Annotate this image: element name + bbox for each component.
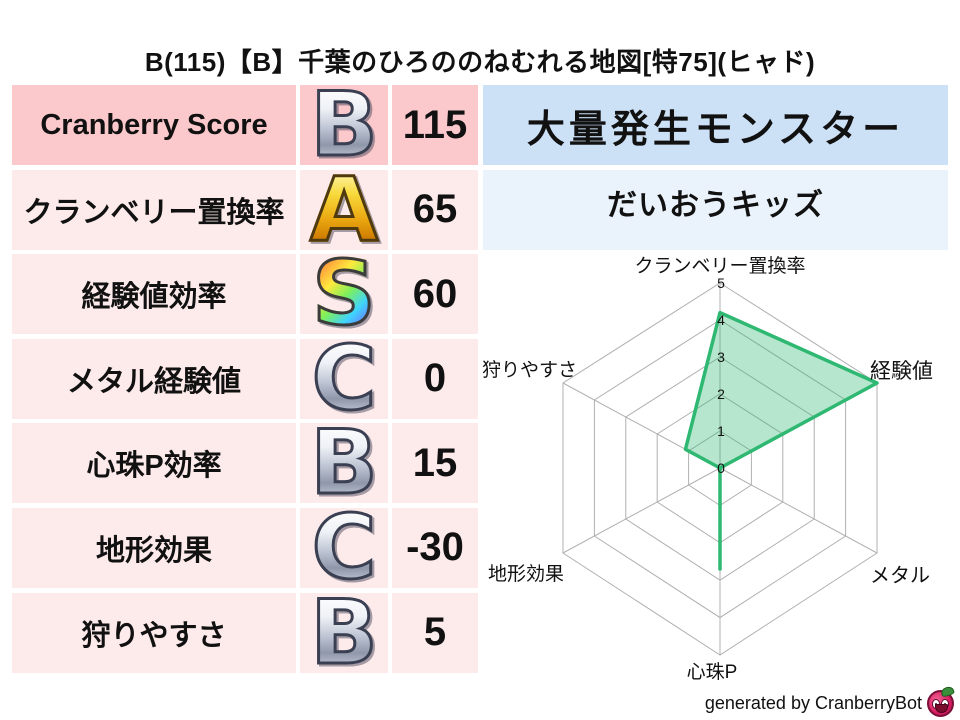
radar-spoke [719,467,878,554]
radar-tick-label: 3 [717,349,725,365]
stat-value: 65 [412,187,458,232]
grade-letter: A [308,157,379,261]
radar-data-polygon [683,310,879,571]
radar-axis-label: 地形効果 [488,563,564,585]
stat-row-grade: S [300,242,388,346]
stat-label: 狩りやすさ [81,619,227,652]
radar-tick-label: 1 [717,423,725,439]
stat-row-label: 経験値効率 [12,254,296,335]
radar-ring [562,282,878,656]
stat-value: 60 [412,271,458,316]
stat-row-grade: A [300,157,388,261]
stat-row-grade: B [300,411,388,515]
stat-row-label: メタル経験値 [12,338,296,419]
stat-value: 115 [402,102,468,147]
monster-panel: 大量発生モンスター だいおうキッズ [483,85,948,250]
stat-row-label: 地形効果 [12,507,296,588]
radar-tick-label: 2 [717,386,725,402]
stat-row-label: Cranberry Score [12,85,296,165]
stat-row-grade: B [300,73,388,176]
stat-row-label: クランベリー置換率 [12,169,296,250]
radar-spoke [562,467,721,554]
radar-ring [593,319,847,619]
stat-value: -30 [406,525,464,570]
stat-row-grade: C [300,326,388,430]
stat-label: クランベリー置換率 [23,196,285,229]
grade-letter: C [310,326,378,430]
grade-letter: B [309,411,379,515]
radar-spoke [562,382,721,469]
radar-spoke [719,382,878,469]
stats-table: Cranberry Score B 115 クランベリー置換率 A 65 経験値… [12,73,478,684]
radar-ring [625,356,815,581]
stat-value: 0 [423,356,447,401]
credit-text: generated by CranberryBot [704,693,922,713]
stat-row-value: -30 [392,507,478,588]
berry-mouth [935,704,948,713]
footer: generated by CranberryBot [704,685,956,717]
monster-panel-header: 大量発生モンスター [483,85,948,165]
stat-label: メタル経験値 [66,365,241,398]
radar-axis-label: クランベリー置換率 [634,255,805,277]
stat-label: 経験値効率 [81,281,227,314]
grade-letter: B [309,580,379,684]
berry-leaf [939,685,956,698]
stat-label: Cranberry Score [40,108,268,141]
stat-row-grade: B [300,580,388,684]
stat-row-value: 65 [392,169,478,250]
stat-row-label: 心珠P効率 [12,423,296,504]
stat-row-value: 60 [392,254,478,335]
stat-row-value: 5 [392,592,478,673]
radar-axis-label: 心珠P [687,661,738,683]
radar-tick-label: 5 [717,275,725,291]
stat-value: 5 [423,610,447,655]
radar-ring [688,430,752,506]
grade-letter: B [309,73,379,176]
stat-row-label: 狩りやすさ [12,592,296,673]
stat-row-grade: C [300,495,388,599]
radar-axis-label: メタル [870,564,930,587]
page-title: B(115)【B】千葉のひろののねむれる地図[特75](ヒャド) [144,47,816,77]
monster-name-row: だいおうキッズ [483,169,948,250]
radar-tick-label: 0 [717,460,725,476]
stat-row-value: 115 [392,85,478,165]
grade-letter: S [311,242,377,346]
stat-value: 15 [412,440,458,485]
monster-name: だいおうキッズ [607,188,824,222]
radar-axis-label: 狩りやすさ [482,359,577,381]
stat-row-value: 15 [392,423,478,504]
grade-letter: C [310,495,378,599]
stat-label: 心珠P効率 [86,450,222,483]
radar-ring [656,393,784,544]
stat-label: 地形効果 [95,534,212,567]
radar-tick-label: 4 [717,312,725,328]
radar-axis-label: 経験値 [870,360,933,383]
stat-row-value: 0 [392,338,478,419]
cranberrybot-mascot-icon [927,685,956,717]
